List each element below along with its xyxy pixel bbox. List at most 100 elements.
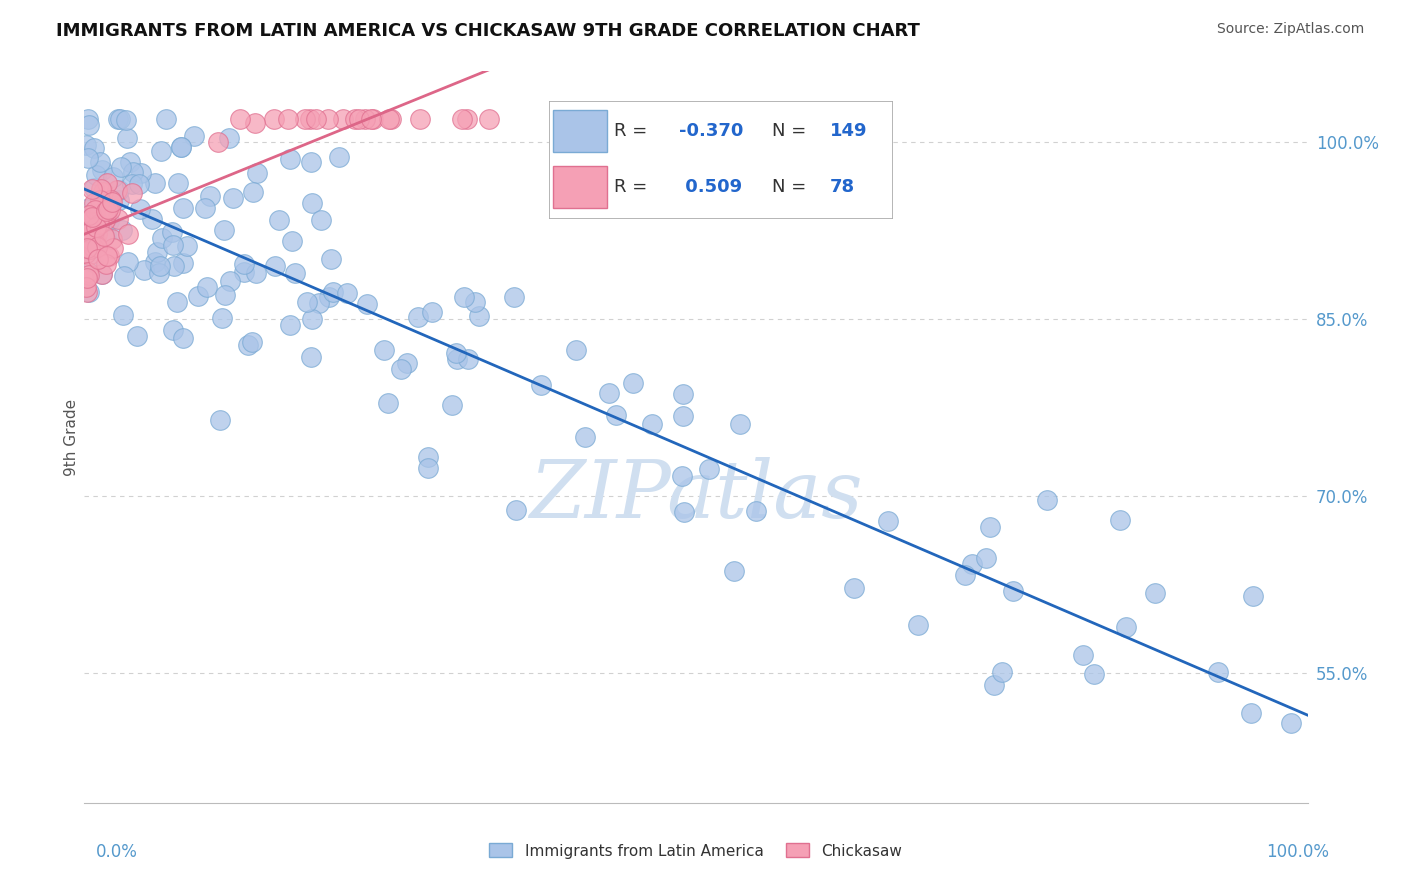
Point [149,145,172,159]
Point [172,256,194,270]
Point [278,152,301,166]
Point [172,201,194,215]
Point [420,305,443,319]
Point [98,203,121,218]
Point [991,665,1014,679]
Point [621,376,644,391]
Point [198,189,221,203]
Point [574,430,596,444]
Point [697,462,720,476]
Legend: Immigrants from Latin America, Chickasaw: Immigrants from Latin America, Chickasaw [484,838,908,864]
Point [360,112,382,126]
Point [121,186,143,200]
Point [87,252,110,266]
Point [194,201,217,215]
Point [464,294,486,309]
Point [953,567,976,582]
Text: 0.0%: 0.0% [96,843,138,861]
Point [456,112,478,126]
Point [77,265,100,279]
Point [143,177,166,191]
Point [87,207,110,221]
Point [673,505,696,519]
Point [672,386,695,401]
Point [148,260,170,274]
Point [84,233,107,247]
Point [267,212,290,227]
Point [478,112,501,126]
Point [380,112,402,126]
Point [127,329,149,343]
Point [672,409,695,423]
Point [242,185,264,199]
Point [108,112,131,126]
Point [1036,492,1059,507]
Point [94,213,117,227]
Point [79,242,101,256]
Point [83,180,105,194]
Point [87,217,110,231]
Point [373,343,395,358]
Point [86,227,108,241]
Point [299,350,322,364]
Point [238,338,260,352]
Point [974,551,997,566]
Point [167,176,190,190]
Text: 100.0%: 100.0% [1265,843,1329,861]
Point [530,378,553,392]
Point [446,352,468,367]
Point [451,112,474,126]
Point [1206,665,1229,680]
Point [82,220,104,235]
Point [343,112,366,126]
Point [295,295,318,310]
Point [565,343,588,357]
Point [979,519,1001,533]
Point [132,263,155,277]
Point [76,241,98,255]
Point [77,226,100,240]
Point [877,515,900,529]
Point [162,238,184,252]
Point [122,164,145,178]
Point [79,231,101,245]
Point [77,118,100,132]
Point [907,617,929,632]
Point [299,155,322,169]
Point [170,140,193,154]
Point [983,678,1005,692]
Point [281,234,304,248]
Point [128,177,150,191]
Point [1115,620,1137,634]
Point [91,267,114,281]
Point [356,297,378,311]
Point [641,417,664,431]
Point [76,270,98,285]
Point [89,194,111,208]
Point [77,285,100,299]
Point [141,212,163,227]
Point [263,112,285,126]
Point [347,112,370,126]
Point [505,502,527,516]
Point [336,286,359,301]
Point [96,249,118,263]
Point [166,295,188,310]
Point [120,155,142,169]
Text: IMMIGRANTS FROM LATIN AMERICA VS CHICKASAW 9TH GRADE CORRELATION CHART: IMMIGRANTS FROM LATIN AMERICA VS CHICKAS… [56,22,920,40]
Point [243,116,266,130]
Point [101,194,124,209]
Point [1241,590,1264,604]
Point [115,131,138,145]
Point [842,581,865,595]
Point [406,310,429,324]
Point [1109,513,1132,527]
Point [75,215,97,229]
Point [105,183,128,197]
Point [605,409,627,423]
Point [97,202,120,216]
Point [745,504,768,518]
Point [598,385,620,400]
Point [389,362,412,376]
Point [321,285,343,300]
